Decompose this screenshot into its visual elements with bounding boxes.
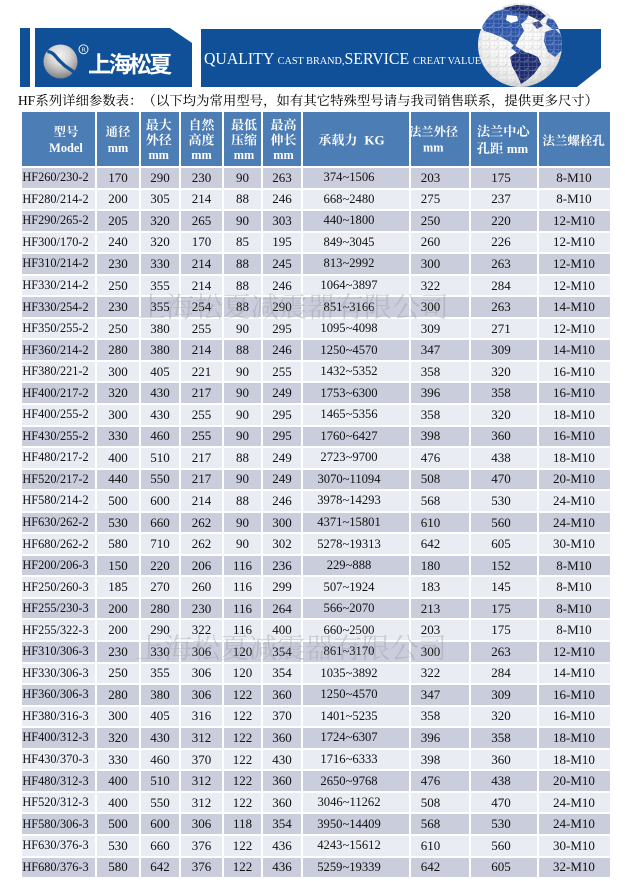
svg-text:HF: HF	[18, 93, 35, 108]
svg-text:R: R	[81, 46, 86, 53]
